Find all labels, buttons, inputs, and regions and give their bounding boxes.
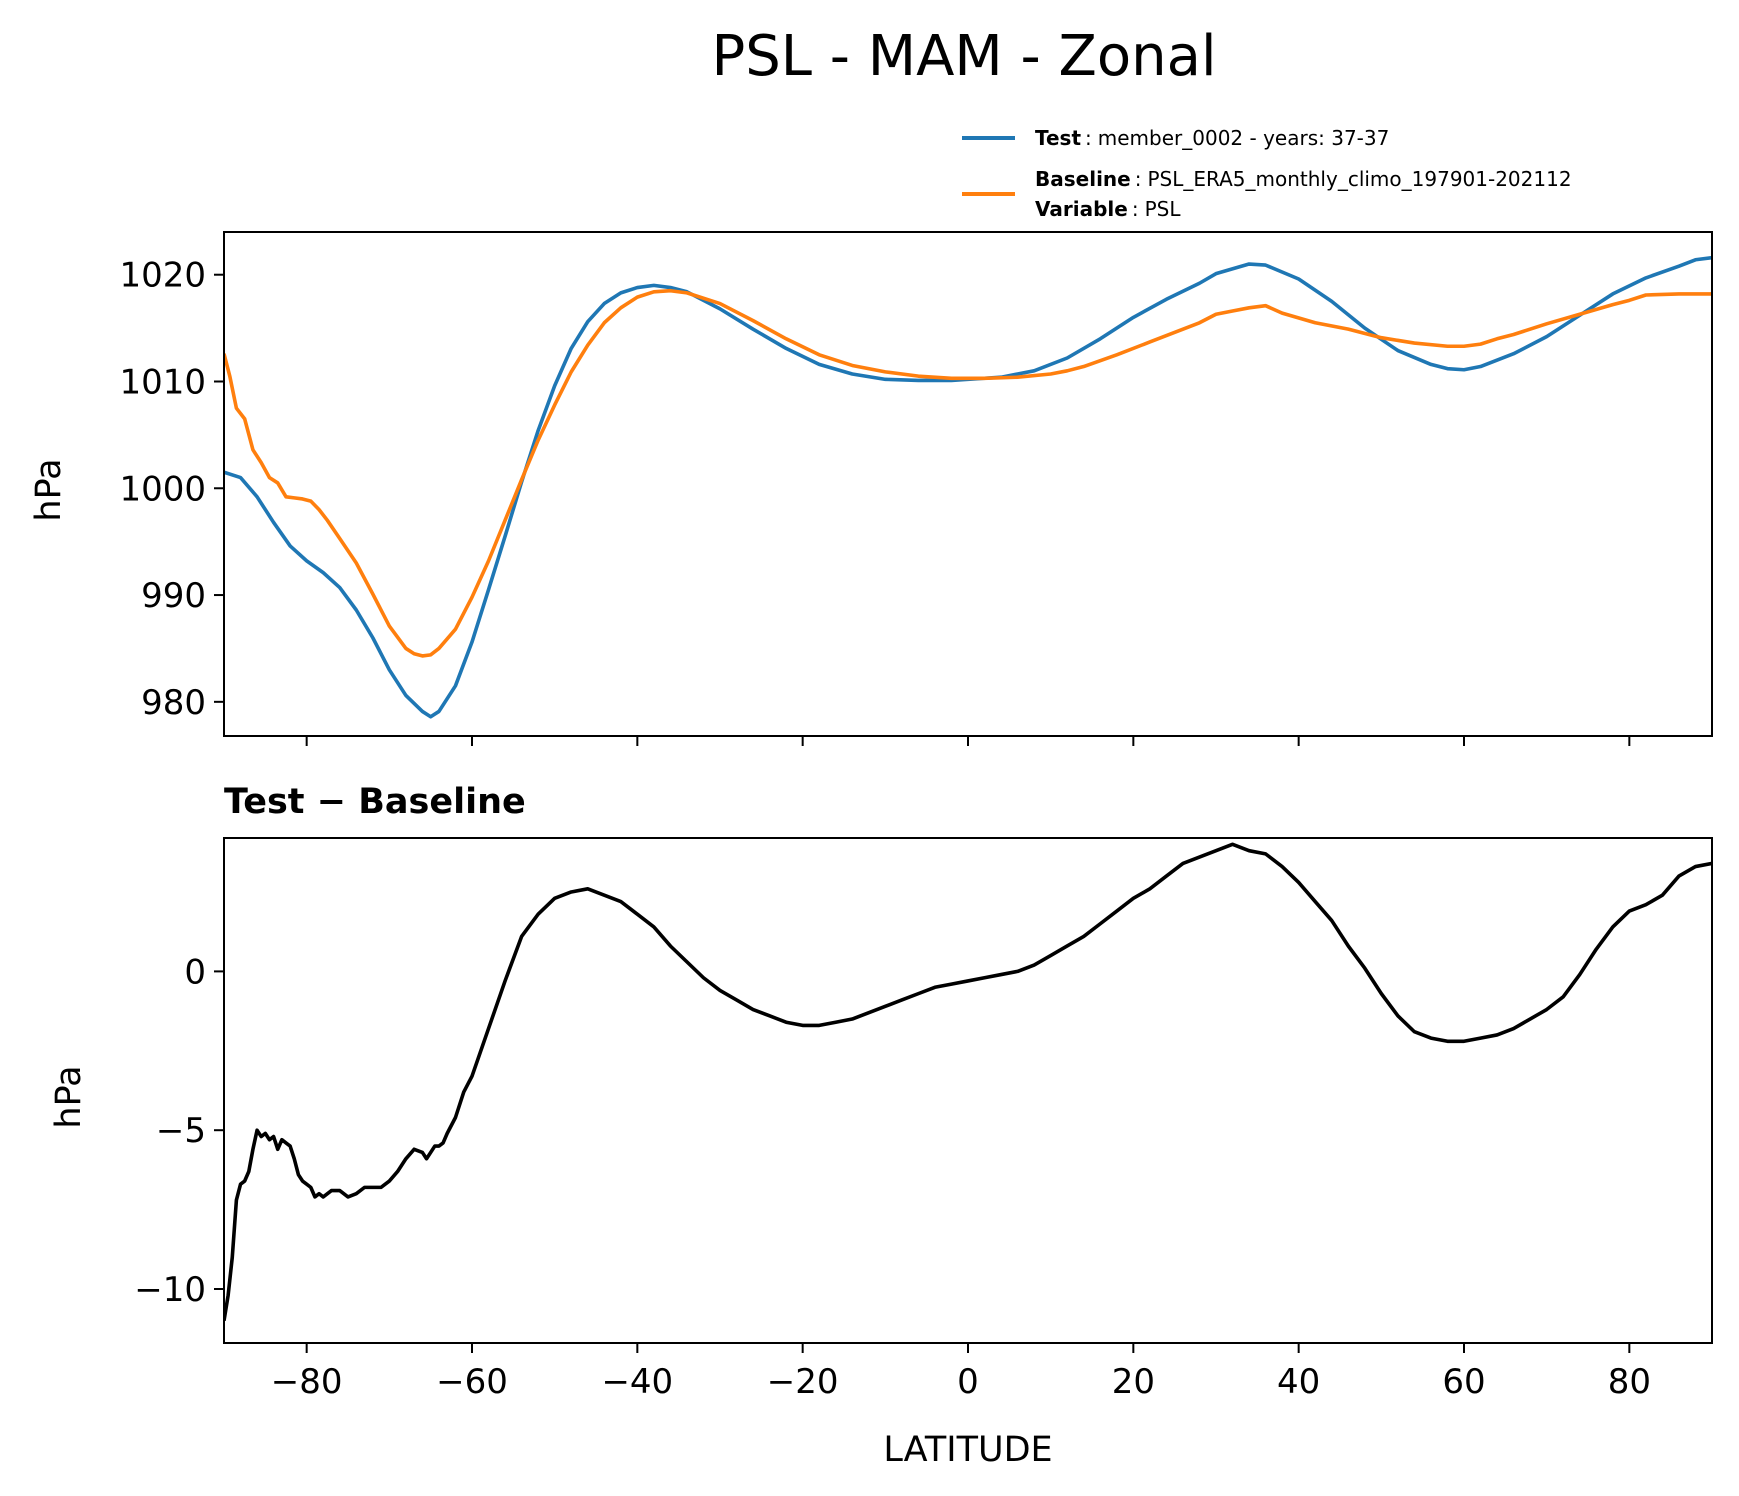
xtick-label: −40 [601,1362,673,1402]
top-ylabel: hPa [29,458,69,521]
legend-entry-variable: Variable: PSL [1035,197,1181,221]
legend-value-test: member_0002 - years: 37-37 [1098,126,1390,150]
difference-series-test-baseline [224,842,1712,1322]
xtick-label: −20 [767,1362,839,1402]
difference-panel: Test − Baseline hPa −10 −5 0 −80 −60 −40 −20 0 2… [49,782,1713,1402]
legend: Test: member_0002 - years: 37-37 Baseline… [962,126,1572,221]
x-axis-label: LATITUDE [883,1430,1052,1470]
zonal-mean-ytick-label: 980 [141,683,206,723]
zonal-mean-ytick-label: 1020 [119,256,206,296]
xtick-label: 0 [957,1362,979,1402]
zonal-mean-ytick-label: 990 [141,576,206,616]
xtick-label: 40 [1277,1362,1320,1402]
zonal-mean-panel: hPa 980 990 1000 1010 1020 [29,231,1713,746]
xtick-label: 60 [1442,1362,1485,1402]
xtick-label: 20 [1112,1362,1155,1402]
legend-value-variable: PSL [1145,197,1182,221]
difference-ytick-label: 0 [184,952,206,992]
zonal-mean-ytick-label: 1010 [119,362,206,402]
legend-entry-test: Test: member_0002 - years: 37-37 [1035,126,1389,150]
xtick-label: −60 [436,1362,508,1402]
bottom-ylabel: hPa [49,1065,89,1128]
xtick-label: −80 [271,1362,343,1402]
zonal-mean-ytick-label: 1000 [119,469,206,509]
chart-title: PSL - MAM - Zonal [711,24,1216,89]
difference-ytick-label: −10 [134,1270,206,1310]
legend-key-baseline: Baseline [1035,167,1131,191]
legend-entry-baseline: Baseline: PSL_ERA5_monthly_climo_197901-2… [1035,167,1572,191]
zonal-mean-series-baseline [224,288,1712,658]
xtick-label: 80 [1608,1362,1651,1402]
difference-ytick-label: −5 [156,1111,206,1151]
legend-key-test: Test [1035,126,1081,150]
zonal-mean-series-test [224,255,1712,719]
legend-value-baseline: PSL_ERA5_monthly_climo_197901-202112 [1147,167,1571,191]
legend-key-variable: Variable [1035,197,1128,221]
difference-title: Test − Baseline [224,782,526,822]
